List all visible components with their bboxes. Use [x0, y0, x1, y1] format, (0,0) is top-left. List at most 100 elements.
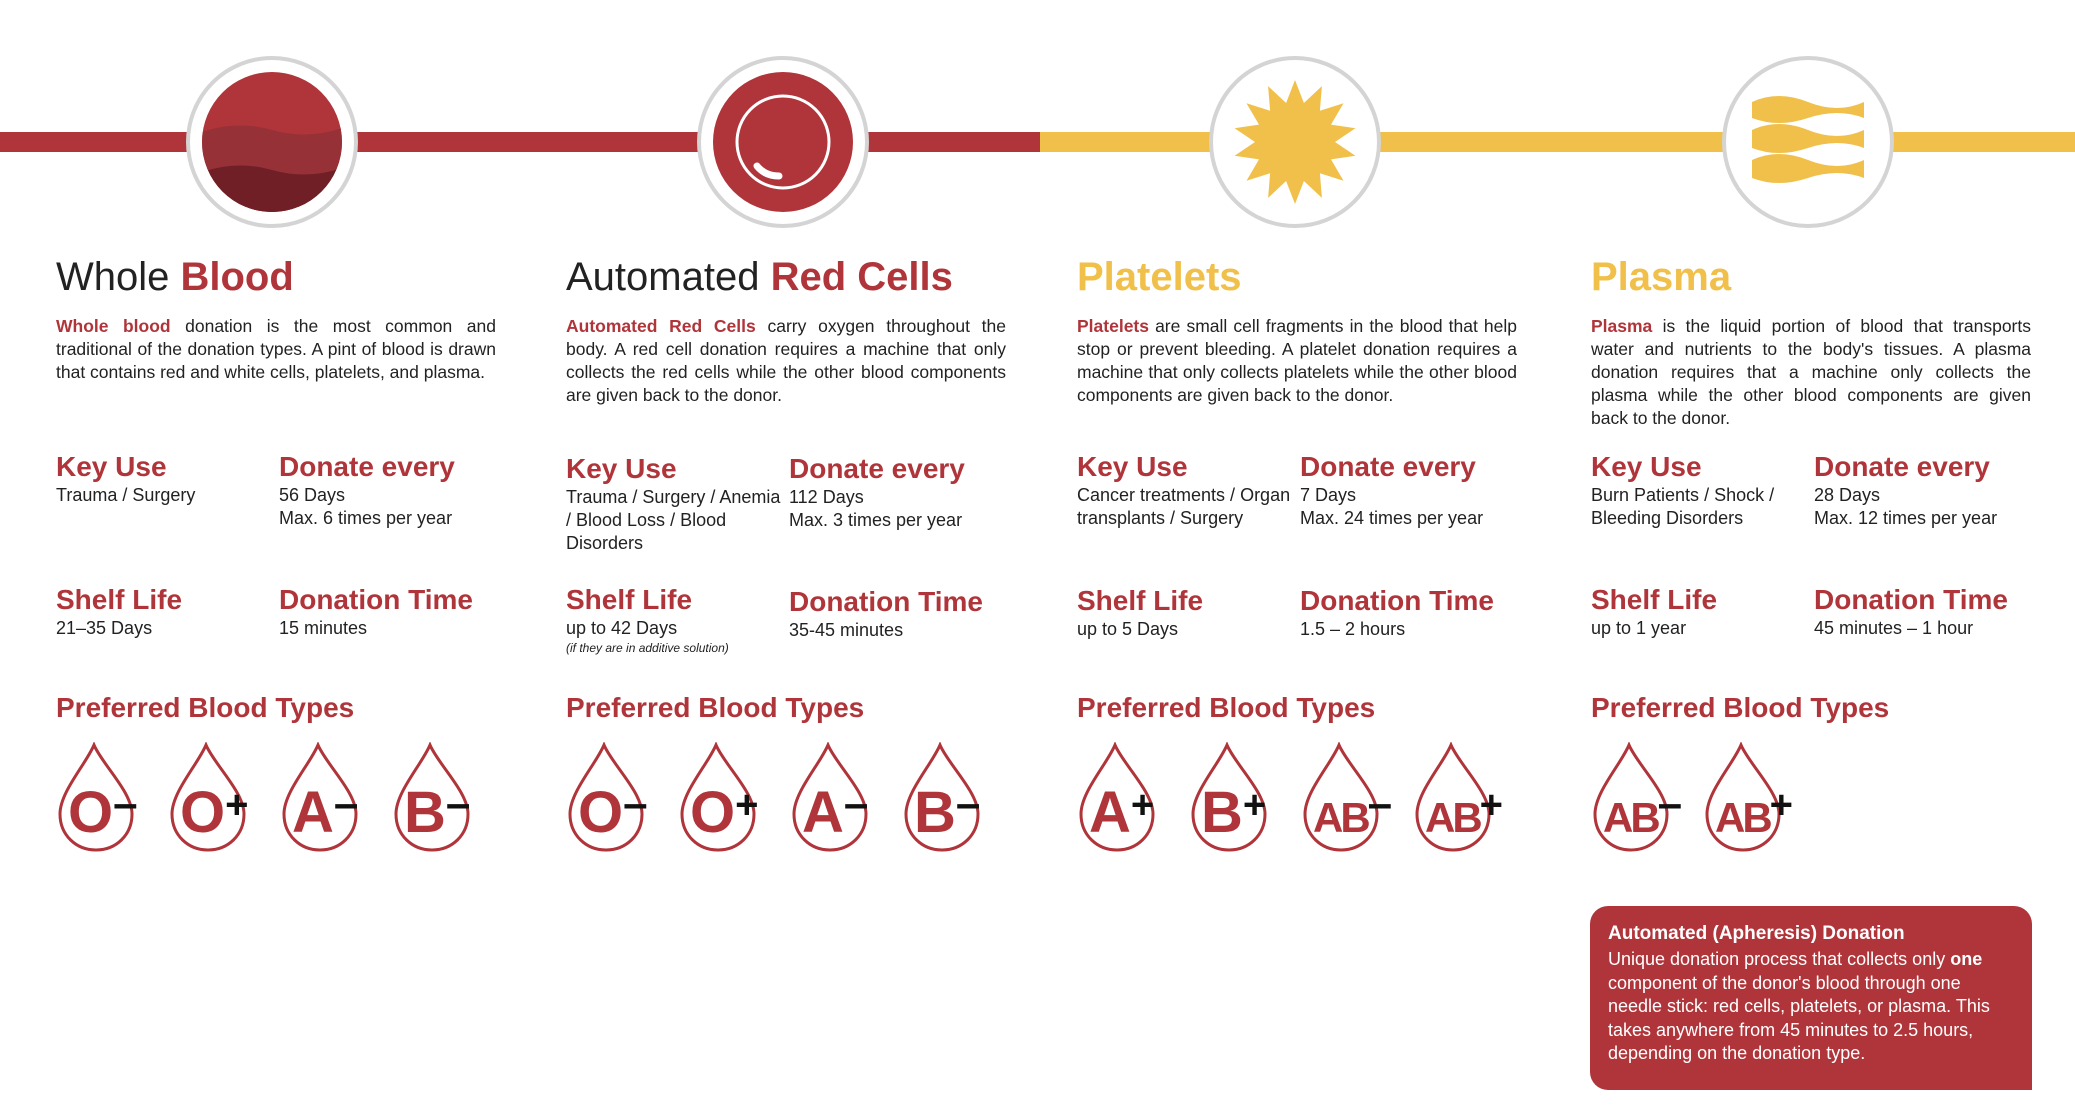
blood-type-drop: A–: [280, 742, 372, 854]
preferred-types-label: Preferred Blood Types: [56, 692, 355, 723]
blood-type-sign: –: [1658, 779, 1682, 828]
blood-type-drop: O+: [678, 742, 770, 854]
blood-type-letter: O: [68, 780, 113, 845]
section-description: Platelets are small cell fragments in th…: [1077, 316, 1517, 405]
blood-type-label: AB–: [1313, 779, 1392, 841]
donate-every: Donate every 28 Days Max. 12 times per y…: [1814, 451, 1998, 528]
platelet-icon: [1234, 80, 1356, 204]
red-cell-icon: [713, 72, 853, 212]
drop-outline: [1191, 742, 1267, 852]
blood-type-letter: O: [690, 780, 735, 845]
blood-type-label: O–: [68, 779, 138, 845]
blood-type-label: AB+: [1715, 783, 1793, 841]
shelf-life: Shelf Life 21–35 Days: [56, 584, 183, 638]
blood-type-label: A–: [292, 779, 358, 845]
blood-type-label: A–: [802, 779, 868, 845]
blood-type-label: B–: [404, 779, 470, 845]
blood-type-letter: AB: [1715, 794, 1771, 841]
donate-every: Donate every 7 Days Max. 24 times per ye…: [1300, 451, 1484, 528]
shelf-life: Shelf Life up to 1 year: [1591, 584, 1718, 638]
drop-outline: [394, 742, 470, 852]
blood-type-letter: AB: [1603, 794, 1659, 841]
callout-title: Automated (Apheresis) Donation: [1608, 923, 1905, 944]
blood-type-letter: A: [292, 780, 334, 845]
section-description: Automated Red Cells carry oxygen through…: [566, 316, 1007, 405]
blood-type-drop: A+: [1077, 742, 1169, 854]
drop-outline: [58, 742, 134, 852]
drop-outline: [1079, 742, 1155, 852]
drop-outline: [680, 742, 756, 852]
blood-type-letter: AB: [1425, 794, 1481, 841]
shelf-life: Shelf Life up to 5 Days: [1077, 585, 1204, 639]
section-description: Whole blood donation is the most common …: [56, 316, 496, 382]
blood-type-drop: O–: [56, 742, 148, 854]
blood-type-label: O–: [578, 779, 648, 845]
key-use: Key Use Burn Patients / Shock / Bleeding…: [1591, 451, 1775, 528]
drop-outline: [1705, 742, 1781, 852]
drop-outline: [1593, 742, 1669, 852]
callout-body: Unique donation process that collects on…: [1608, 949, 1990, 1063]
blood-type-letter: B: [914, 780, 956, 845]
red-cell-icon-circle: [697, 56, 869, 228]
whole-blood-icon: [202, 72, 342, 212]
shelf-life: Shelf Life up to 42 Days (if they are in…: [566, 584, 729, 655]
section-title: Platelets: [1077, 255, 1242, 299]
plasma-icon: [1752, 96, 1864, 183]
blood-type-sign: –: [844, 779, 868, 828]
preferred-types-label: Preferred Blood Types: [1077, 692, 1376, 723]
blood-type-label: O+: [690, 780, 758, 845]
blood-type-label: B–: [914, 779, 980, 845]
blood-type-label: AB–: [1603, 779, 1682, 841]
blood-type-sign: –: [113, 779, 137, 828]
blood-type-letter: B: [1201, 780, 1243, 845]
column-plasma: Plasma Plasma is the liquid portion of b…: [1591, 255, 2031, 430]
blood-type-sign: +: [1131, 783, 1154, 827]
blood-type-sign: +: [1770, 783, 1793, 827]
blood-type-letter: A: [1089, 780, 1131, 845]
blood-type-sign: +: [1243, 783, 1266, 827]
blood-type-drop: B+: [1189, 742, 1281, 854]
key-use: Key Use Trauma / Surgery / Anemia / Bloo…: [566, 453, 781, 553]
blood-type-sign: +: [225, 783, 248, 827]
blood-type-drop: A–: [790, 742, 882, 854]
drop-outline: [792, 742, 868, 852]
blood-type-label: AB+: [1425, 783, 1503, 841]
blood-type-letter: A: [802, 780, 844, 845]
blood-type-sign: +: [1480, 783, 1503, 827]
column-red-cells: Automated Red Cells Automated Red Cells …: [566, 255, 1006, 407]
drop-outline: [170, 742, 246, 852]
blood-type-label: B+: [1201, 780, 1266, 845]
platelet-icon-circle: [1209, 56, 1381, 228]
blood-type-drop: B–: [902, 742, 994, 854]
donation-time: Donation Time 15 minutes: [279, 584, 473, 638]
blood-type-letter: O: [578, 780, 623, 845]
blood-type-drop: AB+: [1413, 742, 1505, 854]
color-band-red: [0, 132, 1040, 152]
column-platelets: Platelets Platelets are small cell fragm…: [1077, 255, 1517, 407]
whole-blood-icon-circle: [186, 56, 358, 228]
key-use: Key Use Trauma / Surgery: [56, 451, 196, 505]
column-whole-blood: Whole Blood Whole blood donation is the …: [56, 255, 496, 384]
color-band-yellow: [1040, 132, 2075, 152]
donate-every: Donate every 112 Days Max. 3 times per y…: [789, 453, 965, 530]
blood-type-sign: –: [956, 779, 980, 828]
section-title: Whole Blood: [56, 255, 294, 299]
section-title: Plasma: [1591, 255, 1732, 299]
blood-type-sign: –: [334, 779, 358, 828]
drop-outline: [282, 742, 358, 852]
drop-outline: [568, 742, 644, 852]
blood-type-sign: +: [735, 783, 758, 827]
section-description: Plasma is the liquid portion of blood th…: [1591, 316, 2031, 428]
preferred-types-label: Preferred Blood Types: [566, 692, 865, 723]
section-title: Automated Red Cells: [566, 255, 953, 299]
preferred-types-label: Preferred Blood Types: [1591, 692, 1890, 723]
blood-type-drop: O–: [566, 742, 658, 854]
drop-outline: [904, 742, 980, 852]
plasma-icon-circle: [1722, 56, 1894, 228]
blood-type-drop: AB–: [1591, 742, 1683, 854]
apheresis-callout: Automated (Apheresis) Donation Unique do…: [1590, 906, 2032, 1090]
blood-type-label: O+: [180, 780, 248, 845]
drop-outline: [1303, 742, 1379, 852]
donation-time: Donation Time 45 minutes – 1 hour: [1814, 584, 2008, 638]
donation-time: Donation Time 1.5 – 2 hours: [1300, 585, 1494, 639]
